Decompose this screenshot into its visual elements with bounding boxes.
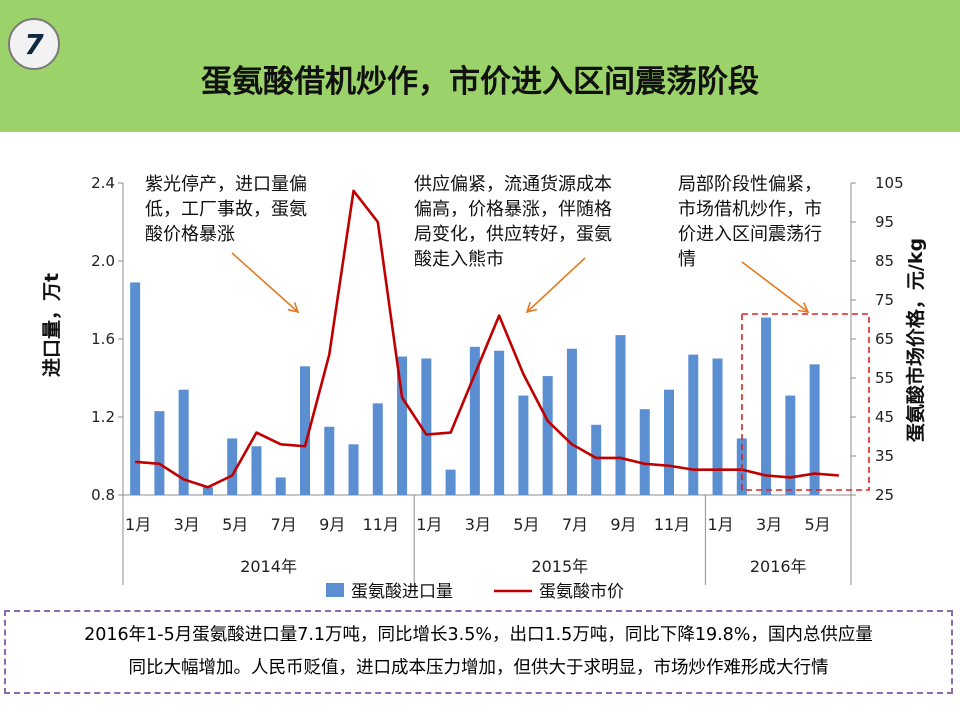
bar-import-volume [445,469,456,495]
x-tick-label: 1月 [416,515,442,534]
bar-import-volume [372,403,383,495]
bar-import-volume [324,426,335,495]
legend-swatch-bar [326,583,344,597]
x-tick-label: 3月 [756,515,782,534]
x-tick-label: 3月 [465,515,491,534]
annotation-text: 局变化，供应转好，蛋氨 [414,224,612,245]
line-market-price [135,189,839,489]
right-axis-tick-label: 105 [875,174,904,192]
bar-import-volume [809,364,820,495]
bar-import-volume [639,409,650,495]
x-tick-label: 3月 [174,515,200,534]
bar-import-volume [761,317,772,495]
annotation-arrowhead [797,302,810,314]
right-axis-tick-label: 55 [875,369,894,387]
highlight-box [741,313,870,491]
x-tick-label: 7月 [271,515,297,534]
annotation-arrowhead [287,302,300,314]
bar-import-volume [202,487,213,495]
summary-box: 2016年1-5月蛋氨酸进口量7.1万吨，同比增长3.5%，出口1.5万吨，同比… [4,610,953,694]
annotation-text: 低，工厂事故，蛋氨 [145,199,307,220]
bar-import-volume [348,444,359,495]
bar-import-volume [154,411,165,495]
x-tick-label: 1月 [707,515,733,534]
x-tick-label: 5月 [513,515,539,534]
x-year-label: 2014年 [240,557,297,576]
annotation-text: 市场借机炒作，市 [678,199,822,220]
bar-import-volume [251,446,262,495]
left-axis-tick-label: 2.4 [91,174,115,192]
annotation-text: 价进入区间震荡行 [678,224,822,245]
slide-number-badge: 7 [8,18,60,70]
left-axis-title: 进口量，万t [41,273,63,377]
bar-import-volume [421,358,432,495]
x-tick-label: 11月 [654,515,690,534]
left-axis-tick-label: 1.2 [91,408,115,426]
bar-import-volume [397,356,408,495]
bar-import-volume [227,438,238,495]
bar-import-volume [664,389,674,495]
legend-label-bar: 蛋氨酸进口量 [351,582,453,602]
bar-import-volume [300,366,310,495]
legend-label-line: 蛋氨酸市价 [539,582,624,602]
bar-import-volume [494,350,505,495]
bar-import-volume [615,335,626,495]
x-tick-label: 9月 [319,515,345,534]
combo-chart: 0.8 1.2 1.6 2.0 2.4 25 35 45 55 65 75 85 95 105 进口量，万t… [41,174,927,602]
bar-import-volume [130,282,141,495]
slide-title: 蛋氨酸借机炒作，市价进入区间震荡阶段 [201,64,759,100]
right-axis-tick-label: 75 [875,291,894,309]
annotation-arrow [526,257,586,313]
summary-line-2: 同比大幅增加。人民币贬值，进口成本压力增加，但供大于求明显，市场炒作难形成大行情 [128,658,829,678]
left-axis-tick-label: 1.6 [91,330,115,348]
right-axis-tick-label: 25 [875,486,894,504]
left-axis-tick-label: 2.0 [91,252,115,270]
right-axis-tick-label: 65 [875,330,894,348]
x-tick-label: 7月 [562,515,588,534]
annotation-arrow [231,252,299,313]
bar-import-volume [469,346,480,495]
annotation-text: 局部阶段性偏紧， [678,174,822,195]
summary-line-1: 2016年1-5月蛋氨酸进口量7.1万吨，同比增长3.5%，出口1.5万吨，同比… [84,625,873,645]
right-axis-title: 蛋氨酸市场价格，元/kg [904,238,927,442]
x-tick-label: 11月 [363,515,399,534]
annotation-text: 酸走入熊市 [414,249,504,270]
bar-import-volume [566,348,577,495]
left-axis-tick-label: 0.8 [91,486,115,504]
annotation-text: 紫光停产，进口量偏 [145,174,307,195]
annotation-arrowhead [525,301,538,314]
annotation-text: 酸价格暴涨 [145,224,235,245]
x-tick-label: 5月 [222,515,248,534]
x-tick-label: 5月 [805,515,831,534]
bar-import-volume [591,424,602,495]
right-axis-tick-label: 95 [875,213,894,231]
annotation-text: 情 [678,249,696,270]
annotation-text: 供应偏紧，流通货源成本 [414,174,612,195]
annotation-arrow [741,261,809,313]
x-tick-label: 9月 [610,515,636,534]
bar-import-volume [275,477,286,495]
bar-import-volume [785,395,796,495]
bar-import-volume [518,395,529,495]
right-axis-tick-label: 45 [875,408,894,426]
header-band [0,0,960,132]
right-axis-tick-label: 35 [875,447,894,465]
x-year-label: 2015年 [531,557,588,576]
bar-import-volume [712,358,723,495]
x-tick-label: 1月 [125,515,151,534]
bar-import-volume [688,354,699,495]
annotation-text: 偏高，价格暴涨，伴随格 [414,199,612,220]
right-axis-tick-label: 85 [875,252,894,270]
x-year-label: 2016年 [750,557,807,576]
bar-import-volume [178,389,189,495]
bar-import-volume [542,376,553,495]
